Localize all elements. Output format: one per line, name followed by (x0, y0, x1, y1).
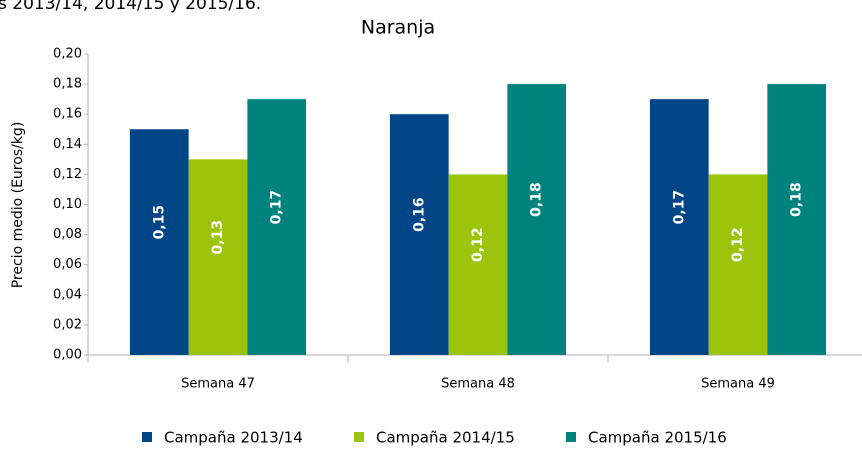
y-tick-label: 0,08 (53, 227, 82, 242)
bar (188, 159, 248, 355)
y-tick-label: 0,06 (53, 257, 82, 272)
bar (129, 129, 189, 355)
legend-swatch (354, 432, 364, 442)
annotation: s 2013/14, 2014/15 y 2015/16. (0, 0, 261, 14)
data-label: 0,18 (789, 182, 805, 217)
y-tick-label: 0,14 (53, 137, 82, 152)
bar (389, 114, 449, 355)
bar (649, 99, 709, 356)
x-tick-label: Semana 48 (441, 377, 515, 392)
data-label: 0,17 (671, 190, 687, 225)
bar (448, 174, 508, 355)
y-tick-label: 0,16 (53, 107, 82, 122)
y-axis-label: Precio medio (Euros/kg) (10, 122, 26, 289)
data-label: 0,12 (470, 227, 486, 262)
y-tick-label: 0,18 (53, 77, 82, 92)
y-tick-label: 0,10 (53, 197, 82, 212)
bar (708, 174, 768, 355)
y-tick-label: 0,00 (53, 348, 82, 363)
legend-label: Campaña 2015/16 (588, 429, 727, 447)
legend-swatch (566, 432, 576, 442)
y-tick-label: 0,20 (53, 47, 82, 62)
x-tick-label: Semana 49 (701, 377, 775, 392)
y-tick-label: 0,04 (53, 287, 82, 302)
legend-swatch (142, 432, 152, 442)
y-tick-label: 0,02 (53, 317, 82, 332)
legend-label: Campaña 2014/15 (376, 429, 515, 447)
bar (247, 99, 307, 356)
chart-title: Naranja (361, 17, 435, 39)
x-tick-label: Semana 47 (181, 377, 255, 392)
y-tick-label: 0,12 (53, 167, 82, 182)
data-label: 0,16 (411, 197, 427, 232)
legend-label: Campaña 2013/14 (164, 429, 303, 447)
data-label: 0,12 (730, 227, 746, 262)
data-label: 0,15 (151, 205, 167, 240)
bar (507, 84, 567, 355)
bar (767, 84, 827, 355)
data-label: 0,18 (529, 182, 545, 217)
data-label: 0,17 (269, 190, 285, 225)
data-label: 0,13 (210, 220, 226, 255)
